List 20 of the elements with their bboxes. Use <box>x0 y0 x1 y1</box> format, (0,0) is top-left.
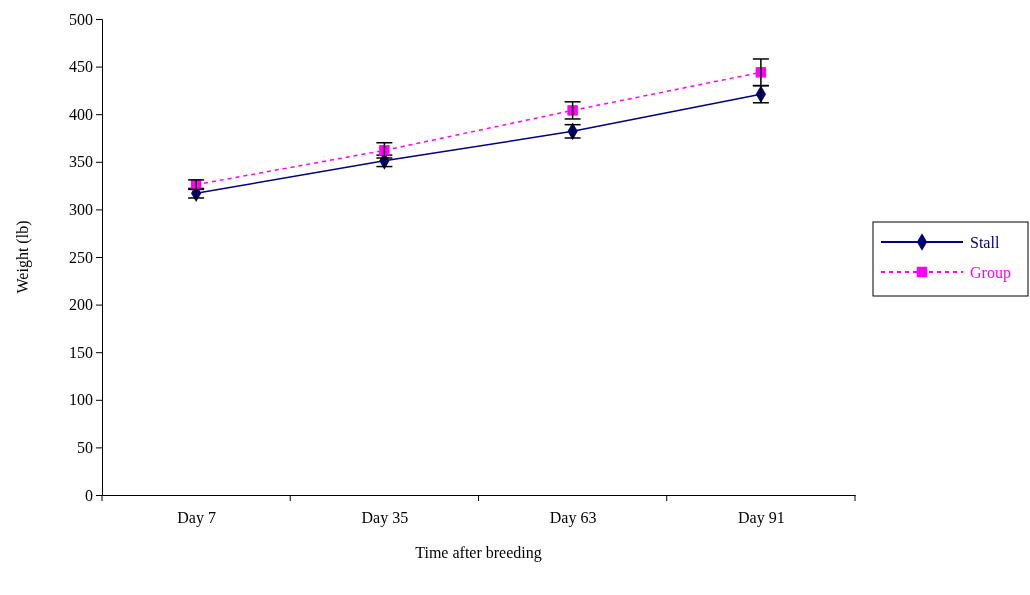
x-tick-label: Day 91 <box>738 509 785 528</box>
text: Stall <box>970 234 1000 251</box>
text: Group <box>970 264 1011 282</box>
y-tick-label: 450 <box>69 58 93 76</box>
y-tick-label: 150 <box>69 343 93 361</box>
point <box>567 105 578 116</box>
y-tick-label: 0 <box>85 486 93 504</box>
y-tick-label: 350 <box>69 153 93 171</box>
y-tick-label: 500 <box>69 10 93 28</box>
x-tick-label: Day 63 <box>549 509 597 528</box>
y-tick-label: 250 <box>69 248 93 266</box>
y-tick-label: 400 <box>69 105 93 123</box>
y-tick-label: 200 <box>69 296 93 314</box>
y-tick-label: 100 <box>69 391 93 409</box>
y-axis-title: Weight (lb) <box>14 220 32 294</box>
y-tick-label: 300 <box>69 201 93 219</box>
x-axis-title: Time after breeding <box>415 544 542 562</box>
x-tick-label: Day 7 <box>177 509 216 528</box>
y-tick-label: 50 <box>77 439 93 457</box>
x-tick-label: Day 35 <box>361 509 409 528</box>
